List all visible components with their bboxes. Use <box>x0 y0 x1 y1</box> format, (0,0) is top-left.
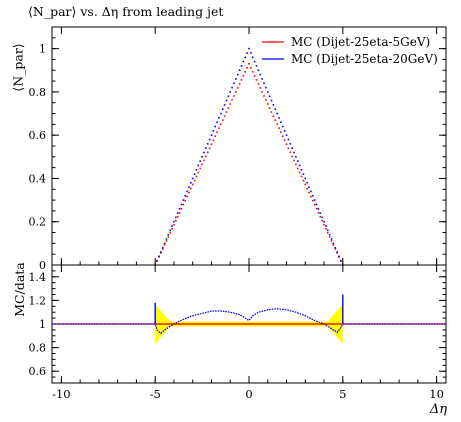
x-tick-label: 10 <box>429 387 444 401</box>
ratio-y-axis-label: MC/data <box>11 262 27 317</box>
ratio-panel: -10 -5 0 5 10 0.6 0.8 1 1.2 1.4 <box>29 264 447 401</box>
legend-entry: MC (Dijet-25eta-20GeV) <box>291 52 438 66</box>
series-red <box>154 62 344 266</box>
main-y-tick-label: 1 <box>39 43 46 56</box>
ratio-y-tick-label: 0.8 <box>29 342 47 355</box>
main-y-tick-label: 0.2 <box>29 216 47 229</box>
main-y-tick-label: 0.4 <box>29 172 47 185</box>
ratio-y-tick-label: 1.2 <box>29 294 47 307</box>
series-blue <box>154 47 344 266</box>
main-y-axis-label: ⟨N_par⟩ <box>10 43 26 92</box>
main-y-tick-label: 0.6 <box>29 129 47 142</box>
ratio-y-tick-label: 1.4 <box>29 271 47 284</box>
main-y-tick-label: 0 <box>39 259 46 272</box>
main-panel: 0 0.2 0.4 0.6 0.8 1 MC (Dijet-25eta-5GeV) MC (D… <box>29 26 447 272</box>
ratio-series-blue <box>52 308 446 335</box>
x-tick-label: -5 <box>150 387 161 401</box>
main-y-tick-label: 0.8 <box>29 86 47 99</box>
x-tick-label: 5 <box>339 387 346 401</box>
ratio-y-tick-label: 0.6 <box>29 365 47 378</box>
chart-title: ⟨N_par⟩ vs. Δη from leading jet <box>28 4 224 19</box>
legend-entry: MC (Dijet-25eta-5GeV) <box>291 35 430 49</box>
x-tick-label: -10 <box>52 387 71 401</box>
x-axis-label: Δη <box>429 402 447 417</box>
x-tick-label: 0 <box>245 387 252 401</box>
ratio-y-tick-label: 1 <box>39 318 46 331</box>
